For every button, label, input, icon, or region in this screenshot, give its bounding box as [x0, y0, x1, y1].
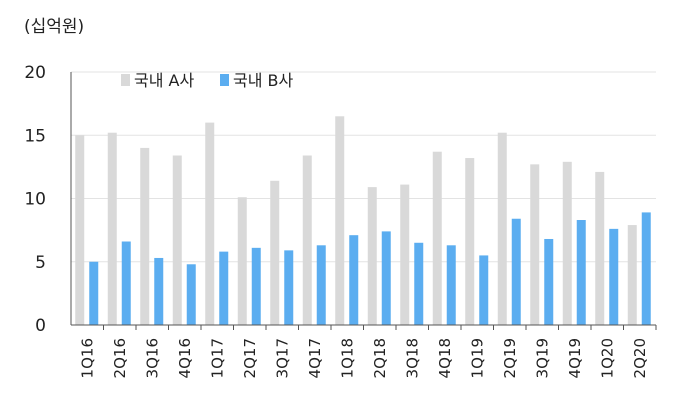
bar-a: [595, 171, 605, 325]
bar-b: [511, 218, 521, 325]
bar-b: [219, 251, 229, 325]
bar-b: [381, 231, 391, 325]
bar-b: [446, 245, 456, 325]
x-tick-label: 3Q16: [143, 338, 161, 378]
bar-a: [75, 135, 85, 325]
y-tick-label: 15: [24, 126, 46, 146]
y-tick-label: 10: [24, 190, 46, 210]
legend: 국내 A사 국내 B사: [121, 71, 294, 90]
x-tick-label: 3Q18: [403, 338, 421, 378]
legend-swatch: [220, 74, 229, 86]
bar-b: [316, 245, 326, 325]
x-tick-label: 3Q17: [273, 338, 291, 378]
bar-b: [284, 250, 294, 325]
bar-b: [121, 241, 131, 325]
x-tick-label: 1Q17: [208, 338, 226, 378]
bar-a: [107, 132, 117, 325]
bar-a: [432, 151, 442, 325]
grid-lines: [71, 71, 656, 263]
bar-b: [544, 238, 554, 325]
bar-b: [186, 264, 196, 325]
legend-label: 국내 A사: [134, 71, 194, 90]
y-tick-labels: 0 5 10 15 20: [24, 63, 46, 336]
bar-b: [641, 212, 651, 325]
bar-b: [479, 255, 489, 325]
x-tick-label: 4Q19: [566, 338, 584, 378]
unit-label: (십억원): [24, 17, 85, 37]
bar-b: [609, 228, 619, 325]
bar-a: [530, 164, 540, 325]
bar-a: [465, 158, 475, 325]
x-tick-label: 2Q17: [241, 338, 259, 378]
bar-b: [349, 235, 359, 325]
bar-a: [627, 225, 637, 325]
bar-b: [414, 242, 424, 325]
x-tick-label: 4Q18: [436, 338, 454, 378]
x-tick-label: 2Q19: [501, 338, 519, 378]
bar-a: [400, 184, 410, 325]
bar-b: [576, 220, 586, 325]
bar-a: [270, 180, 280, 325]
x-tick-labels: 1Q16 2Q16 3Q16 4Q16 1Q17 2Q17 3Q17 4Q17 1Q18 2Q18…: [78, 338, 649, 378]
bar-a: [335, 116, 345, 326]
bar-b: [154, 257, 164, 325]
bar-a: [497, 132, 507, 325]
bar-a: [205, 122, 215, 325]
x-tick-label: 2Q16: [111, 338, 129, 378]
bar-a: [302, 155, 312, 325]
y-tick-label: 0: [35, 316, 46, 336]
bars: [75, 116, 651, 326]
bar-a: [172, 155, 182, 325]
x-tick-label: 2Q18: [371, 338, 389, 378]
y-tick-label: 20: [24, 63, 46, 83]
x-tick-label: 2Q20: [631, 338, 649, 378]
bar-a: [140, 147, 150, 325]
x-tick-label: 4Q16: [176, 338, 194, 378]
x-tick-label: 1Q18: [338, 338, 356, 378]
axes: [70, 72, 657, 330]
x-tick-label: 1Q20: [598, 338, 616, 378]
x-tick-label: 3Q19: [533, 338, 551, 378]
y-tick-label: 5: [35, 253, 46, 273]
bar-a: [367, 187, 377, 325]
bar-b: [251, 247, 261, 325]
legend-swatch: [121, 74, 130, 86]
bar-a: [562, 161, 572, 325]
bar-a: [237, 197, 247, 325]
bar-b: [89, 261, 99, 325]
legend-label: 국내 B사: [233, 71, 294, 90]
x-tick-label: 1Q19: [468, 338, 486, 378]
x-tick-label: 1Q16: [78, 338, 96, 378]
x-tick-label: 4Q17: [306, 338, 324, 378]
